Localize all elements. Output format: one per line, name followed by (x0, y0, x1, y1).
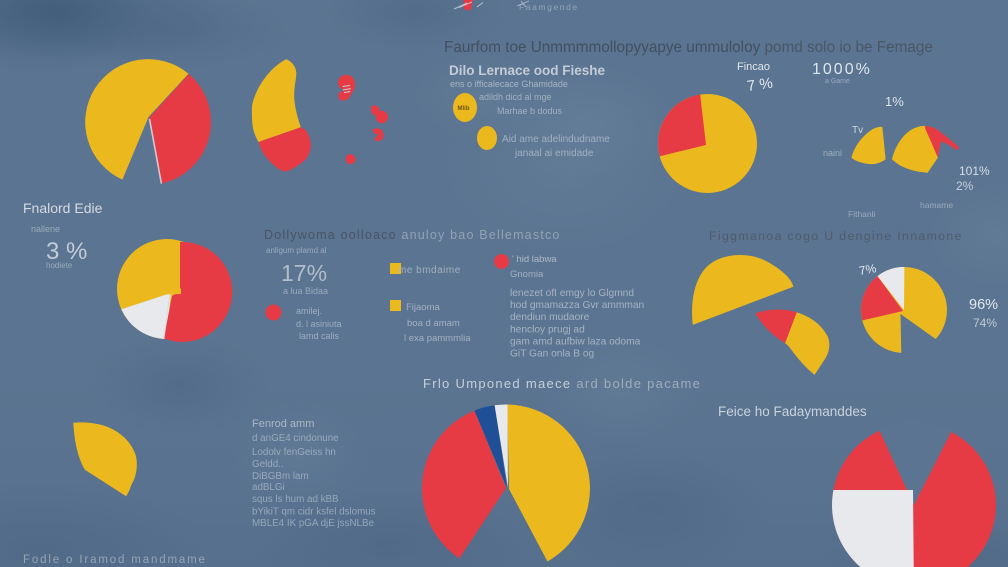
svg-text:nallene: nallene (31, 224, 60, 234)
svg-text:Fodle o Iramod mandmame: Fodle o Iramod mandmame (23, 554, 207, 566)
svg-text:7 %: 7 % (746, 75, 774, 95)
svg-text:a Game: a Game (825, 78, 850, 85)
svg-text:96%: 96% (969, 297, 998, 313)
svg-text:MBLE4 IK pGA djE jssNLBe: MBLE4 IK pGA djE jssNLBe (252, 518, 375, 529)
svg-text:Fincao: Fincao (737, 61, 770, 73)
svg-text:ens o ifficalecace Ghamidade: ens o ifficalecace Ghamidade (450, 79, 568, 89)
svg-text:lenezet ofI emgy lo Glgmnd: lenezet ofI emgy lo Glgmnd (510, 288, 634, 299)
svg-text:Frlo Umponed maece ard bolde: Frlo Umponed maece ard bolde pacame (423, 376, 701, 391)
svg-text:DiBGBm lam: DiBGBm lam (252, 471, 309, 482)
svg-text:me bmdaime: me bmdaime (398, 265, 461, 276)
svg-text:amilej.: amilej. (296, 306, 322, 316)
svg-text:Dollywoma oolloaco anuloy bao: Dollywoma oolloaco anuloy bao Bellemastc… (264, 228, 561, 242)
svg-text:janaal ai emidade: janaal ai emidade (514, 148, 594, 159)
svg-text:Dilo Lernace ood Fieshe: Dilo Lernace ood Fieshe (449, 63, 606, 78)
svg-text:l exa pammmlia: l exa pammmlia (404, 333, 471, 344)
svg-text:2%: 2% (956, 179, 974, 193)
svg-text:101%: 101% (959, 164, 990, 178)
svg-text:Figgmanoa cogo U dengine Innam: Figgmanoa cogo U dengine Innamone (709, 229, 963, 243)
svg-text:gam amd aufbiw laza odoma: gam amd aufbiw laza odoma (510, 336, 641, 347)
svg-text:' hid labwa: ' hid labwa (512, 254, 557, 265)
svg-text:1%: 1% (885, 94, 904, 109)
svg-text:Geldd..: Geldd.. (252, 459, 284, 470)
svg-text:Faamgende: Faamgende (519, 2, 579, 12)
svg-text:d anGE4 cindonune: d anGE4 cindonune (252, 433, 339, 444)
svg-text:adBLGi: adBLGi (252, 482, 285, 493)
svg-text:anligum plamd al: anligum plamd al (266, 246, 327, 255)
svg-text:a lua Bidaa: a lua Bidaa (283, 286, 328, 296)
svg-text:Aid ame adelindudname: Aid ame adelindudname (502, 134, 610, 145)
svg-text:dendiun mudaore: dendiun mudaore (510, 312, 590, 323)
svg-text:Tv: Tv (852, 125, 863, 136)
svg-text:d. l asiniuta: d. l asiniuta (296, 319, 342, 329)
svg-text:Marhae b dodus: Marhae b dodus (497, 106, 563, 116)
svg-text:1000%: 1000% (812, 61, 872, 78)
svg-text:74%: 74% (973, 316, 997, 330)
svg-text:lamd calis: lamd calis (299, 331, 340, 341)
svg-text:Fijaoma: Fijaoma (406, 302, 441, 313)
svg-text:Gnomia: Gnomia (510, 269, 544, 280)
svg-text:Lodolv fenGeiss hn: Lodolv fenGeiss hn (252, 447, 336, 458)
svg-text:bYikiT qm cidr ksfel dslomus: bYikiT qm cidr ksfel dslomus (252, 507, 376, 518)
svg-text:hamame: hamame (920, 200, 953, 210)
svg-text:Fithanli: Fithanli (848, 209, 876, 219)
svg-text:Fenrod amm: Fenrod amm (252, 418, 314, 430)
svg-text:GiT Gan onla B og: GiT Gan onla B og (510, 349, 595, 360)
svg-text:Mlib: Mlib (458, 106, 470, 112)
svg-text:Feice ho Fadaymanddes: Feice ho Fadaymanddes (718, 404, 867, 419)
svg-text:squs ls hum ad kBB: squs ls hum ad kBB (252, 494, 339, 505)
svg-text:hod gmamazza Gvr ammman: hod gmamazza Gvr ammman (510, 300, 644, 311)
svg-text:17%: 17% (281, 260, 327, 286)
svg-text:hodiete: hodiete (46, 261, 73, 270)
svg-text:hencloy prugj ad: hencloy prugj ad (510, 324, 585, 335)
svg-text:adildh dicd al mge: adildh dicd al mge (479, 92, 552, 102)
svg-text:Faurfom toe Unmmmmollopyyapye: Faurfom toe Unmmmmollopyyapye ummuloloy … (444, 39, 933, 56)
svg-text:3 %: 3 % (46, 238, 87, 265)
svg-text:Fnalord Edie: Fnalord Edie (23, 200, 103, 216)
svg-text:naini: naini (823, 148, 842, 158)
svg-text:7%: 7% (858, 261, 878, 278)
svg-text:boa d amam: boa d amam (407, 318, 460, 329)
